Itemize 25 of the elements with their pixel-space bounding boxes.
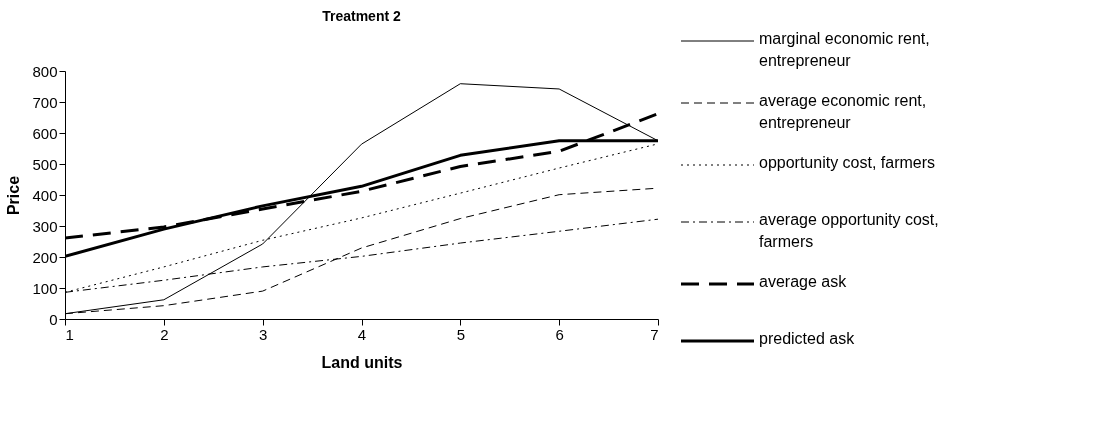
legend-label: average ask [759,273,848,290]
x-tick-label: 4 [357,325,367,343]
x-tick-label: 3 [258,325,268,343]
legend-label: opportunity cost, farmers [759,154,936,171]
y-tick-label: 700 [32,93,58,111]
y-tick-label: 800 [32,62,58,80]
y-tick-label: 400 [32,186,58,204]
chart-title: Treatment 2 [322,8,401,24]
x-axis-title: Land units [321,353,403,371]
y-tick-label: 600 [32,124,58,142]
y-axis-title: Price [5,175,23,216]
legend-label: predicted ask [759,330,856,347]
y-tick-label: 0 [49,310,58,328]
y-tick-label: 500 [32,155,58,173]
legend-label: marginal economic rent, entrepreneur [759,30,930,69]
y-tick-label: 200 [32,248,58,266]
x-tick-label: 7 [650,325,659,343]
x-tick-label: 6 [555,325,564,343]
y-tick-label: 100 [32,279,58,297]
legend-label: average economic rent, entrepreneur [759,92,927,131]
x-tick-label: 1 [65,325,74,343]
x-tick-label: 5 [456,325,466,343]
legend-label: average opportunity cost, farmers [759,211,939,250]
x-tick-label: 2 [160,325,169,343]
y-tick-label: 300 [32,217,58,235]
